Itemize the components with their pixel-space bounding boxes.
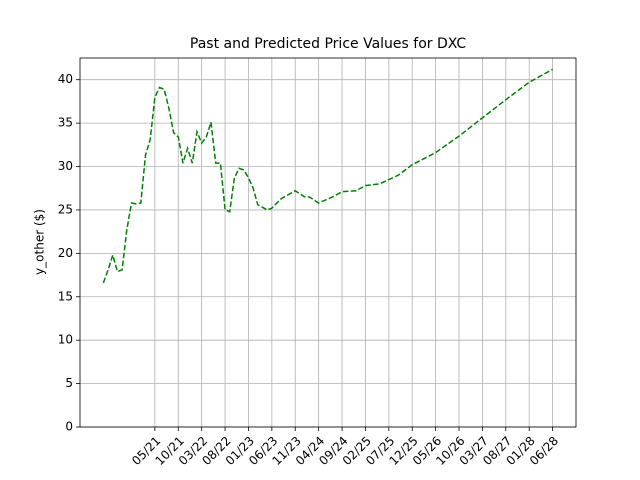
y-tick-label: 40 — [58, 72, 73, 86]
price-line — [102, 68, 553, 284]
y-tick-label: 5 — [65, 376, 73, 390]
y-tick-label: 15 — [58, 289, 73, 303]
y-tick-label: 30 — [58, 159, 73, 173]
chart-title: Past and Predicted Price Values for DXC — [190, 36, 466, 52]
y-tick-label: 35 — [58, 116, 73, 130]
y-tick-label: 20 — [58, 246, 73, 260]
y-tick-label: 25 — [58, 202, 73, 216]
y-tick-label: 10 — [58, 333, 73, 347]
y-axis-label: y_other ($) — [33, 209, 47, 275]
plot-frame — [79, 57, 577, 428]
y-tick-label: 0 — [65, 420, 73, 434]
